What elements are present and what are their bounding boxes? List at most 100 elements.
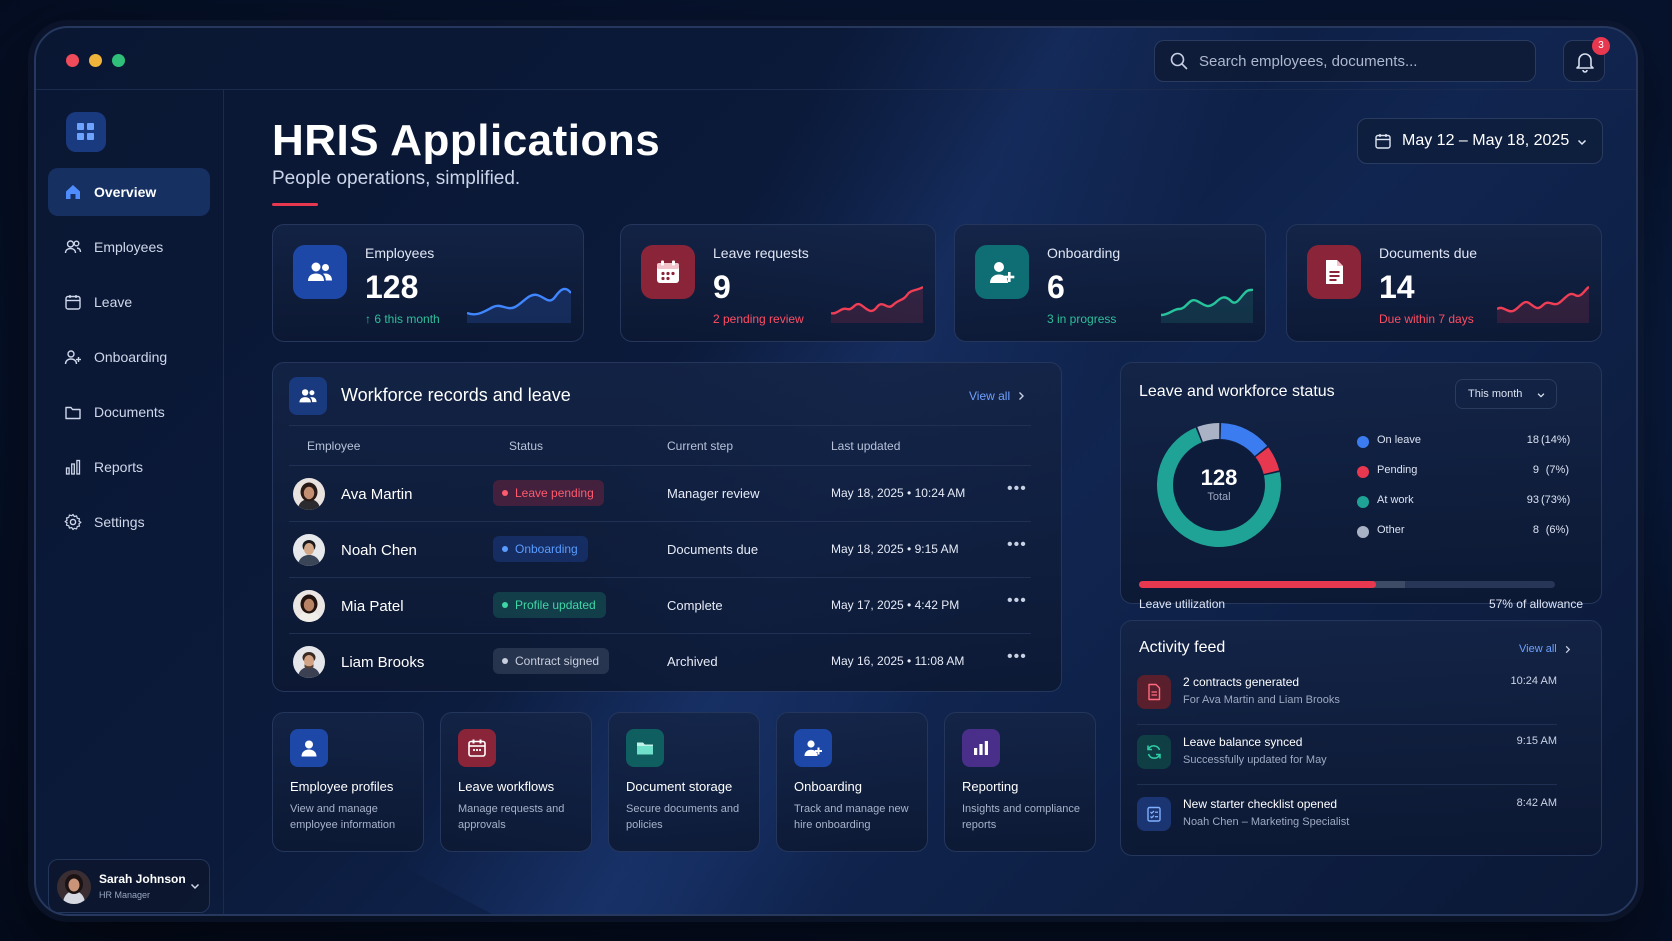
view-all-label: View all (1519, 643, 1557, 655)
activity-item[interactable]: Leave balance synced Successfully update… (1137, 731, 1557, 789)
sparkline-chart (1161, 288, 1253, 323)
tile-onboarding[interactable]: Onboarding Track and manage new hire onb… (776, 712, 928, 852)
app-logo-icon[interactable] (66, 112, 106, 152)
sidebar-item-label: Documents (94, 404, 165, 420)
stat-note: Due within 7 days (1379, 312, 1474, 326)
tile-employee-profiles[interactable]: Employee profiles View and manage employ… (272, 712, 424, 852)
table-row[interactable]: Noah Chen Onboarding Documents due May 1… (289, 521, 1031, 577)
tile-title: Leave workflows (458, 779, 555, 794)
tile-reporting[interactable]: Reporting Insights and compliance report… (944, 712, 1096, 852)
chevron-down-icon (1577, 139, 1587, 146)
stat-value: 6 (1047, 269, 1065, 305)
sidebar-item-label: Employees (94, 239, 164, 255)
bar-chart-icon (962, 729, 1000, 767)
search-box[interactable] (1154, 40, 1536, 82)
more-options-icon[interactable]: ••• (1007, 592, 1027, 609)
more-options-icon[interactable]: ••• (1007, 536, 1027, 553)
status-badge: Onboarding (493, 536, 588, 562)
legend-item-on-leave: On leave 18 (14%) (1357, 433, 1571, 453)
more-options-icon[interactable]: ••• (1007, 648, 1027, 665)
sidebar-item-documents[interactable]: Documents (48, 388, 210, 436)
column-header-current-step[interactable]: Current step (667, 439, 734, 453)
stat-card-documents-due[interactable]: Documents due 14 Due within 7 days (1286, 224, 1602, 342)
tile-document-storage[interactable]: Document storage Secure documents and po… (608, 712, 760, 852)
last-updated: May 18, 2025 • 9:15 AM (831, 542, 959, 556)
title-accent-divider (272, 203, 318, 206)
donut-center (1174, 440, 1264, 530)
table-row[interactable]: Mia Patel Profile updated Complete May 1… (289, 577, 1031, 633)
app-window: 3 Overview Employees Leave Onboarding Do… (34, 26, 1638, 916)
search-input[interactable] (1199, 41, 1519, 81)
tile-description: Insights and compliance reports (962, 803, 1081, 831)
column-header-employee[interactable]: Employee (307, 439, 361, 453)
user-plus-icon (64, 350, 81, 365)
workforce-donut-chart (1157, 423, 1281, 547)
tile-title: Document storage (626, 779, 733, 794)
date-range-picker[interactable]: May 12 – May 18, 2025 (1357, 118, 1603, 164)
donut-slice-at-work (1157, 427, 1281, 547)
table-row[interactable]: Ava Martin Leave pending Manager review … (289, 465, 1031, 521)
tile-description: Manage requests and approvals (458, 803, 565, 831)
stat-label: Employees (365, 245, 435, 261)
notifications-button[interactable]: 3 (1563, 37, 1610, 82)
legend-label: Pending (1377, 464, 1418, 476)
column-header-last-updated[interactable]: Last updated (831, 439, 901, 453)
view-all-link[interactable]: View all (1519, 643, 1572, 655)
activity-item[interactable]: 2 contracts generated For Ava Martin and… (1137, 671, 1557, 729)
page-title: HRIS Applications (272, 116, 661, 165)
user-profile-menu[interactable]: Sarah Johnson HR Manager (48, 859, 210, 913)
sidebar-item-settings[interactable]: Settings (48, 498, 210, 546)
sidebar: Overview Employees Leave Onboarding Docu… (36, 90, 224, 914)
legend-label: On leave (1377, 434, 1422, 446)
minimize-window-button[interactable] (89, 54, 102, 67)
legend-item-pending: Pending 9 (7%) (1357, 463, 1569, 483)
employee-name: Mia Patel (341, 598, 404, 615)
legend-percent: (6%) (1545, 524, 1569, 536)
maximize-window-button[interactable] (112, 54, 125, 67)
activity-time: 10:24 AM (1510, 675, 1557, 687)
divider (1137, 784, 1557, 785)
column-header-status[interactable]: Status (509, 439, 544, 453)
stat-card-onboarding[interactable]: Onboarding 6 3 in progress (954, 224, 1266, 342)
donut-slice-pending (1255, 447, 1280, 475)
legend-percent: (14%) (1541, 434, 1571, 446)
period-dropdown[interactable]: This month (1455, 379, 1557, 409)
checklist-icon (1137, 797, 1171, 831)
search-icon (1170, 52, 1188, 70)
legend-label: At work (1377, 494, 1414, 506)
current-step: Manager review (667, 486, 760, 501)
table-row[interactable]: Liam Brooks Contract signed Archived May… (289, 633, 1031, 689)
sidebar-item-reports[interactable]: Reports (48, 443, 210, 491)
stat-note: 2 pending review (713, 312, 804, 326)
legend-percent: (73%) (1541, 494, 1571, 506)
sidebar-item-leave[interactable]: Leave (48, 278, 210, 326)
leave-utilization-bar (1139, 581, 1555, 588)
stat-note: 3 in progress (1047, 312, 1117, 326)
sidebar-item-employees[interactable]: Employees (48, 223, 210, 271)
date-range-label: May 12 – May 18, 2025 (1402, 132, 1570, 149)
view-all-link[interactable]: View all (969, 389, 1026, 403)
stat-value: 9 (713, 269, 731, 305)
activity-description: For Ava Martin and Liam Brooks (1183, 694, 1340, 706)
activity-description: Noah Chen – Marketing Specialist (1183, 816, 1350, 828)
tile-description: Secure documents and policies (626, 803, 740, 831)
sidebar-item-onboarding[interactable]: Onboarding (48, 333, 210, 381)
tile-leave-workflows[interactable]: Leave workflows Manage requests and appr… (440, 712, 592, 852)
legend-item-other: Other 8 (6%) (1357, 523, 1569, 543)
activity-item[interactable]: New starter checklist opened Noah Chen –… (1137, 793, 1557, 851)
close-window-button[interactable] (66, 54, 79, 67)
leave-status-panel: Leave and workforce status This month 12… (1120, 362, 1602, 611)
divider (289, 425, 1031, 426)
donut-total-label: Total (1207, 491, 1231, 503)
notification-count-badge: 3 (1592, 37, 1610, 55)
user-name: Sarah Johnson (99, 872, 186, 886)
activity-time: 8:42 AM (1516, 797, 1557, 809)
calendar-icon (641, 245, 695, 299)
more-options-icon[interactable]: ••• (1007, 480, 1027, 497)
donut-slice-other (1197, 423, 1220, 443)
bar-chart-icon (65, 459, 81, 475)
sidebar-item-overview[interactable]: Overview (48, 168, 210, 216)
home-icon (66, 185, 80, 199)
stat-card-leave-requests[interactable]: Leave requests 9 2 pending review (620, 224, 936, 342)
stat-card-employees[interactable]: Employees 128 ↑ 6 this month (272, 224, 584, 342)
